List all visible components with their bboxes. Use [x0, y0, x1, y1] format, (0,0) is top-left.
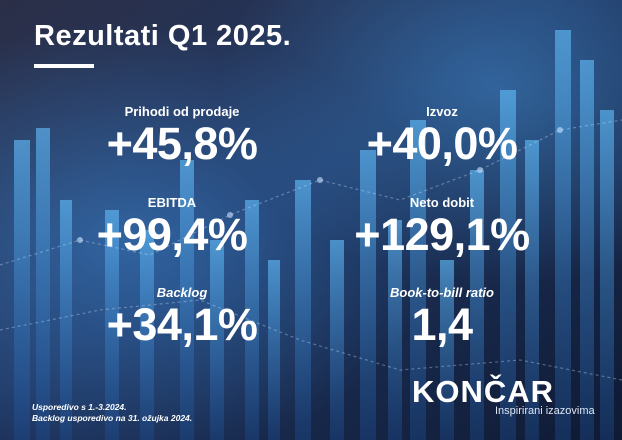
background-bar: [14, 140, 30, 440]
brand-tagline: Inspirirani izazovima: [495, 405, 595, 417]
koncar-logo: KONČAR: [412, 374, 555, 409]
metric-label: Izvoz: [426, 104, 458, 119]
metric-value: +129,1%: [354, 209, 530, 260]
footnotes: Usporedivo s 1.-3.2024. Backlog usporedi…: [32, 402, 192, 424]
metric-label: Neto dobit: [409, 195, 475, 210]
background-bar: [525, 140, 539, 440]
background-bar: [440, 260, 454, 440]
metric-value: +45,8%: [106, 118, 258, 169]
metric-backlog: Backlog +34,1%: [73, 285, 291, 349]
footnote-comparison: Usporedivo s 1.-3.2024.: [32, 402, 127, 412]
background-point: [477, 167, 483, 173]
metric-value: +34,1%: [106, 299, 258, 350]
background-bar: [580, 60, 594, 440]
metric-sales-revenue: Prihodi od prodaje +45,8%: [73, 104, 291, 168]
background-point: [227, 212, 233, 218]
metric-value: 1,4: [411, 299, 473, 350]
metric-value: +40,0%: [366, 118, 518, 169]
background-bar: [295, 180, 311, 440]
background-bar: [268, 260, 280, 440]
metric-book-to-bill: Book-to-bill ratio 1,4: [333, 285, 551, 349]
title-underline: [34, 64, 94, 68]
metric-label: Backlog: [156, 285, 208, 300]
background-point: [557, 127, 563, 133]
page-title: Rezultati Q1 2025.: [34, 20, 292, 52]
background-bar: [500, 90, 516, 440]
background-point: [317, 177, 323, 183]
background-bar: [470, 170, 484, 440]
background-bar: [36, 128, 50, 440]
metric-label: Book-to-bill ratio: [390, 285, 494, 300]
background-bar: [555, 30, 571, 440]
background-bar: [600, 110, 614, 440]
background-bar: [245, 200, 259, 440]
background-bar: [210, 240, 224, 440]
metric-label: EBITDA: [147, 195, 197, 210]
background-bar: [360, 150, 376, 440]
metric-export: Izvoz +40,0%: [333, 104, 551, 168]
background-point: [77, 237, 83, 243]
background-bar: [105, 210, 119, 440]
background-bar: [410, 120, 426, 440]
metric-ebitda: EBITDA +99,4%: [63, 195, 281, 259]
background-bar: [60, 200, 72, 440]
background-trend-line: [0, 299, 622, 381]
metric-value: +99,4%: [96, 209, 248, 260]
footnote-backlog: Backlog usporedivo na 31. ožujka 2024.: [32, 413, 193, 423]
background-bar: [180, 160, 194, 440]
background-bar: [388, 220, 402, 440]
background-bar: [140, 230, 154, 440]
metric-label: Prihodi od prodaje: [124, 104, 240, 119]
background-bar: [330, 240, 344, 440]
metric-net-profit: Neto dobit +129,1%: [333, 195, 551, 259]
